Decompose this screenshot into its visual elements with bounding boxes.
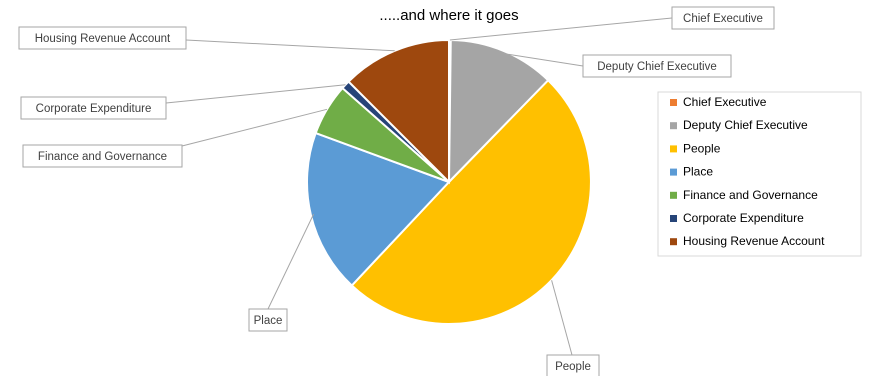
- leader-line-corporate-expenditure: [165, 84, 346, 104]
- legend-swatch-housing-revenue-account: [670, 238, 677, 246]
- legend-label-chief-executive: Chief Executive: [683, 95, 767, 109]
- pie-slice-deputy-chief-executive: [447, 38, 550, 185]
- leader-line-chief-executive: [449, 17, 673, 41]
- callout-box-corporate-expenditure: [20, 96, 167, 120]
- pie-slice-place: [306, 131, 451, 287]
- data-label-housing-revenue-account: Housing Revenue Account: [35, 33, 171, 45]
- legend-label-place: Place: [683, 165, 713, 179]
- legend-swatch-people: [670, 145, 677, 153]
- data-label-finance-and-governance: Finance and Governance: [38, 151, 167, 163]
- callout-labels: Chief Executive Deputy Chief Executive Peo…: [18, 6, 775, 376]
- callout-leader-lines: [165, 17, 673, 356]
- pie-slice-people: [350, 78, 592, 325]
- leader-line-housing-revenue-account: [185, 39, 395, 52]
- callout-box-deputy-chief-executive: [582, 54, 732, 78]
- legend-label-finance-and-governance: Finance and Governance: [683, 188, 818, 202]
- legend-swatch-finance-and-governance: [670, 191, 677, 199]
- callout-box-chief-executive: [671, 6, 775, 30]
- legend-swatch-deputy-chief-executive: [670, 122, 677, 130]
- leader-line-people: [551, 280, 573, 356]
- callout-box-people: [546, 354, 600, 376]
- pie-slices: [306, 38, 592, 325]
- chart-title: .....and where it goes: [379, 7, 518, 24]
- callout-box-housing-revenue-account: [18, 26, 187, 50]
- leader-line-deputy-chief-executive: [502, 52, 584, 67]
- data-label-deputy-chief-executive: Deputy Chief Executive: [597, 61, 717, 73]
- data-label-people: People: [555, 361, 591, 373]
- callout-box-finance-and-governance: [22, 144, 183, 168]
- legend-label-housing-revenue-account: Housing Revenue Account: [683, 234, 825, 248]
- data-label-corporate-expenditure: Corporate Expenditure: [36, 103, 152, 115]
- legend-swatch-corporate-expenditure: [670, 215, 677, 222]
- legend-swatch-chief-executive: [670, 99, 677, 106]
- leader-line-place: [267, 213, 315, 310]
- leader-line-finance-and-governance: [181, 108, 328, 147]
- legend-label-people: People: [683, 141, 721, 155]
- data-label-chief-executive: Chief Executive: [683, 13, 763, 25]
- legend-label-corporate-expenditure: Corporate Expenditure: [683, 211, 804, 225]
- data-label-place: Place: [254, 315, 283, 327]
- callout-box-place: [248, 308, 288, 332]
- legend: Chief Executive Deputy Chief Executive Peo…: [657, 91, 862, 257]
- legend-border: [657, 91, 862, 257]
- legend-label-deputy-chief-executive: Deputy Chief Executive: [683, 118, 808, 132]
- legend-swatch-place: [670, 168, 677, 176]
